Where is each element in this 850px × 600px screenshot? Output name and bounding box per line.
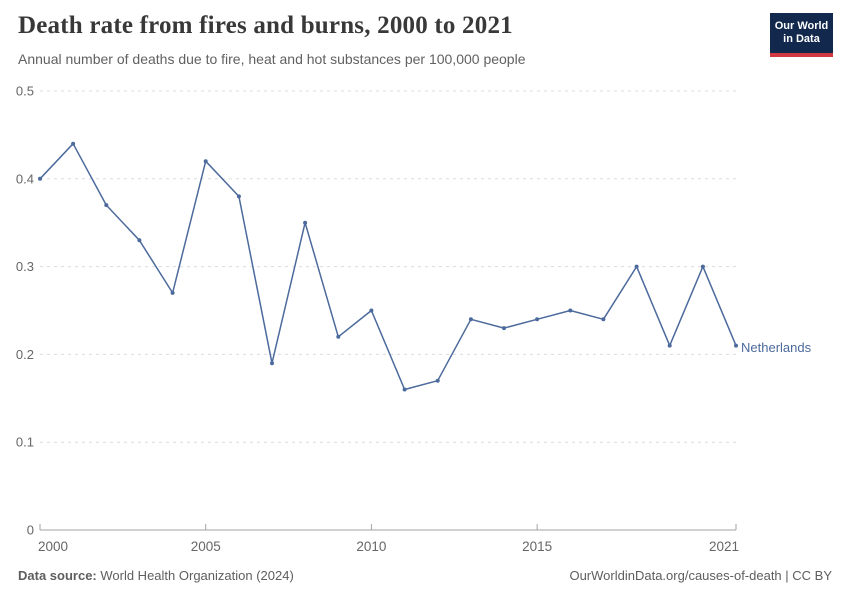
owid-logo-line2: in Data bbox=[783, 33, 820, 45]
data-point bbox=[369, 308, 374, 313]
owid-logo-line1: Our World bbox=[774, 20, 829, 32]
data-point bbox=[38, 176, 42, 181]
data-point bbox=[203, 159, 208, 164]
data-point bbox=[104, 203, 109, 208]
credit-link[interactable]: OurWorldinData.org/causes-of-death | CC … bbox=[569, 568, 832, 583]
data-point bbox=[601, 317, 606, 322]
series-line bbox=[39, 142, 737, 391]
data-point bbox=[468, 317, 473, 322]
data-point bbox=[634, 264, 639, 269]
series-label-netherlands[interactable]: Netherlands bbox=[741, 340, 812, 355]
data-point bbox=[667, 343, 672, 348]
y-tick-label: 0.5 bbox=[16, 84, 34, 99]
data-point bbox=[568, 308, 573, 313]
data-point bbox=[402, 387, 407, 392]
data-source-value: World Health Organization (2024) bbox=[96, 568, 294, 583]
data-point bbox=[502, 326, 506, 331]
data-point bbox=[303, 220, 308, 225]
y-tick-label: 0.1 bbox=[16, 435, 34, 450]
data-point bbox=[170, 290, 175, 295]
data-point bbox=[236, 194, 241, 199]
x-tick-label: 2015 bbox=[522, 539, 552, 554]
data-point bbox=[435, 378, 440, 383]
data-point bbox=[71, 141, 76, 146]
x-tick-label: 2000 bbox=[38, 539, 68, 554]
data-point bbox=[336, 334, 341, 339]
x-tick-label: 2021 bbox=[709, 539, 739, 554]
chart-footer: Data source: World Health Organization (… bbox=[18, 568, 832, 583]
data-source: Data source: World Health Organization (… bbox=[18, 568, 294, 583]
data-point bbox=[137, 238, 142, 243]
data-point bbox=[734, 343, 738, 348]
y-tick-label: 0.4 bbox=[16, 171, 34, 186]
y-tick-label: 0 bbox=[27, 523, 34, 538]
data-point bbox=[270, 361, 274, 366]
x-tick-label: 2005 bbox=[191, 539, 221, 554]
y-tick-label: 0.3 bbox=[16, 259, 34, 274]
chart-title: Death rate from fires and burns, 2000 to… bbox=[18, 12, 513, 39]
owid-logo[interactable]: Our World in Data bbox=[770, 13, 833, 57]
y-tick-label: 0.2 bbox=[16, 347, 34, 362]
data-point bbox=[700, 264, 705, 269]
chart-subtitle: Annual number of deaths due to fire, hea… bbox=[18, 51, 526, 67]
data-source-label: Data source: bbox=[18, 568, 97, 583]
x-tick-label: 2010 bbox=[356, 539, 386, 554]
data-point bbox=[535, 317, 540, 322]
